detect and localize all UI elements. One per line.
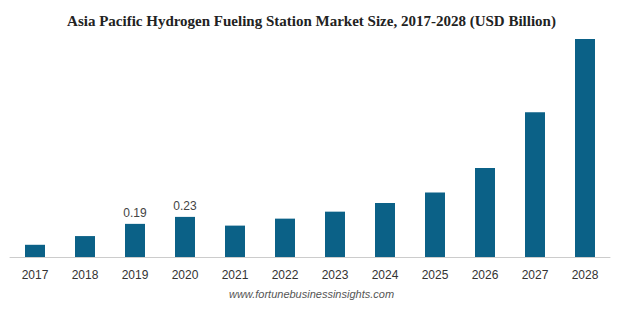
svg-text:2022: 2022: [272, 268, 299, 282]
svg-text:0.19: 0.19: [123, 206, 147, 220]
svg-text:2023: 2023: [322, 268, 349, 282]
svg-text:2028: 2028: [572, 268, 599, 282]
svg-text:2025: 2025: [422, 268, 449, 282]
svg-text:www.fortunebusinessinsights.co: www.fortunebusinessinsights.com: [229, 288, 394, 300]
svg-text:2019: 2019: [122, 268, 149, 282]
svg-text:2026: 2026: [472, 268, 499, 282]
svg-text:Asia Pacific Hydrogen Fueling: Asia Pacific Hydrogen Fueling Station Ma…: [67, 13, 556, 30]
svg-text:2020: 2020: [172, 268, 199, 282]
svg-text:0.23: 0.23: [173, 199, 197, 213]
svg-text:2017: 2017: [22, 268, 49, 282]
svg-text:2024: 2024: [372, 268, 399, 282]
svg-text:2018: 2018: [72, 268, 99, 282]
svg-text:2027: 2027: [522, 268, 549, 282]
svg-text:2021: 2021: [222, 268, 249, 282]
